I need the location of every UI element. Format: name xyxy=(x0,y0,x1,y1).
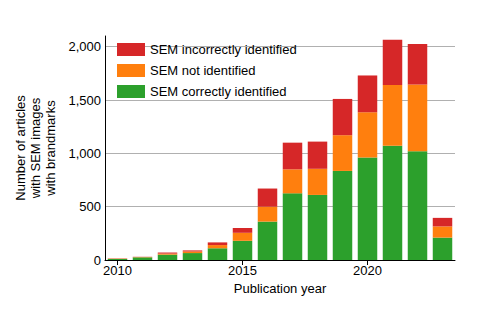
svg-text:1,000: 1,000 xyxy=(68,146,101,161)
svg-text:SEM correctly identified: SEM correctly identified xyxy=(150,84,287,99)
svg-text:2010: 2010 xyxy=(103,263,132,278)
svg-text:0: 0 xyxy=(94,253,101,268)
svg-text:with brandmarks: with brandmarks xyxy=(43,100,58,197)
svg-text:SEM not identified: SEM not identified xyxy=(150,63,256,78)
svg-text:Number of articles: Number of articles xyxy=(13,95,28,201)
svg-text:with SEM images: with SEM images xyxy=(28,97,43,199)
svg-text:2,000: 2,000 xyxy=(68,39,101,54)
svg-text:1,500: 1,500 xyxy=(68,93,101,108)
svg-text:Publication year: Publication year xyxy=(234,281,327,296)
svg-text:2020: 2020 xyxy=(353,263,382,278)
svg-text:500: 500 xyxy=(79,199,101,214)
svg-text:SEM incorrectly identified: SEM incorrectly identified xyxy=(150,42,297,57)
svg-text:2015: 2015 xyxy=(228,263,257,278)
